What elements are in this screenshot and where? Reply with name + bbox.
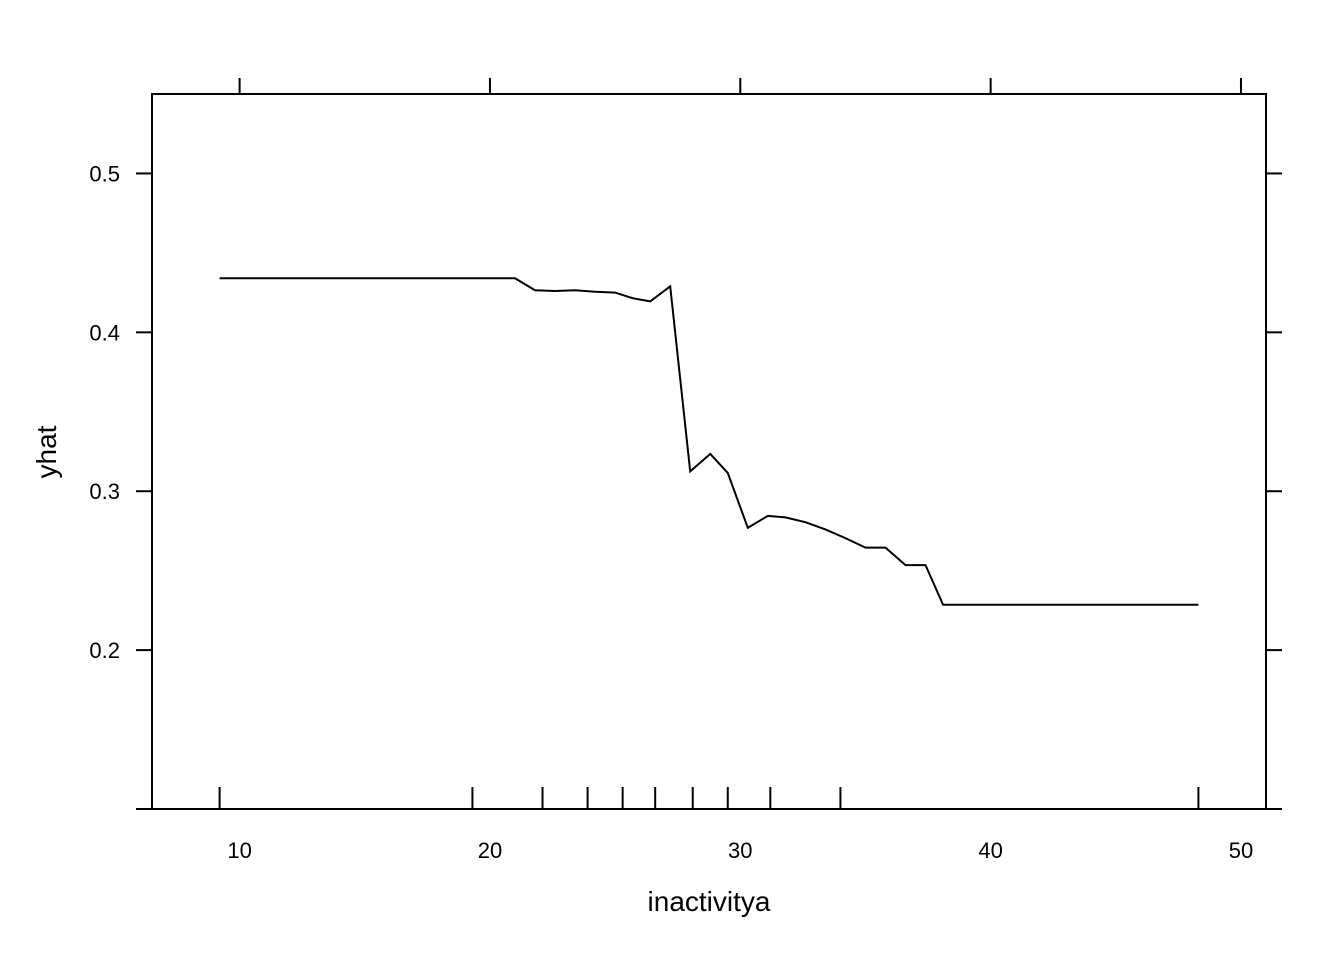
y-tick-label: 0.4 <box>89 320 120 345</box>
x-axis: 10 20 30 40 50 <box>227 78 1253 863</box>
y-tick-label: 0.5 <box>89 161 120 186</box>
plot-frame <box>151 93 1267 810</box>
y-axis: 0.2 0.3 0.4 0.5 <box>89 161 1282 810</box>
x-tick-label: 30 <box>728 838 752 863</box>
rug-marks <box>218 787 1200 809</box>
x-tick-label: 10 <box>227 838 251 863</box>
y-tick-label: 0.3 <box>89 479 120 504</box>
x-tick-label: 50 <box>1229 838 1253 863</box>
y-tick-label: 0.2 <box>89 638 120 663</box>
series-line-yhat <box>219 277 1199 606</box>
x-tick-label: 40 <box>978 838 1002 863</box>
x-axis-title: inactivitya <box>648 886 771 917</box>
y-axis-title: yhat <box>31 425 62 478</box>
x-tick-label: 20 <box>478 838 502 863</box>
